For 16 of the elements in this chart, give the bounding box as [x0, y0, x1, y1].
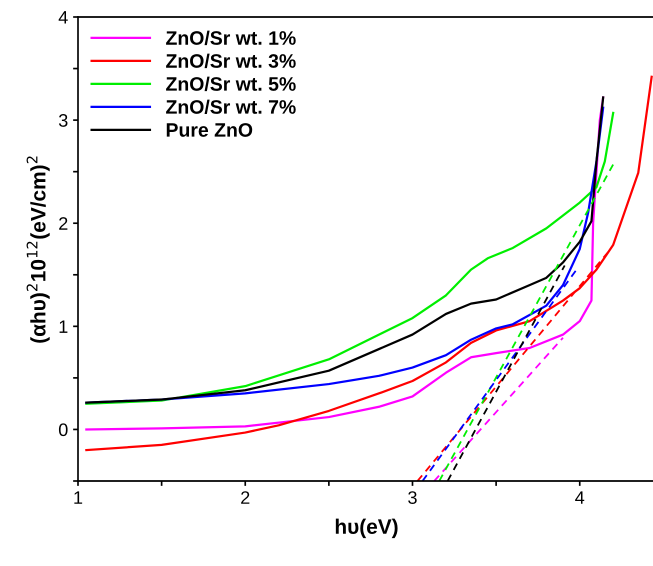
y-tick-label: 0 — [58, 423, 68, 436]
y-tick-label: 2 — [59, 217, 68, 230]
x-tick-label: 2 — [241, 491, 250, 504]
y-tick-label: 4 — [58, 11, 68, 24]
x-axis-title: hυ(eV) — [336, 518, 398, 538]
legend-label: ZnO/Sr wt. 1% — [166, 30, 296, 46]
y-tick-label: 3 — [58, 114, 68, 127]
y-tick-label: 1 — [60, 320, 68, 333]
legend-label: ZnO/Sr wt. 7% — [166, 100, 296, 114]
legend-label: ZnO/Sr wt. 5% — [166, 76, 296, 92]
legend-label: Pure ZnO — [166, 123, 252, 137]
legend-label: ZnO/Sr wt. 3% — [166, 54, 296, 68]
y-axis-title: (αhυ)$^{2}$10$^{12}$(eV/cm)$^{2}$ — [26, 156, 50, 343]
x-tick-label: 4 — [575, 491, 584, 504]
x-tick-label: 1 — [74, 491, 82, 504]
x-tick-label: 3 — [408, 491, 417, 504]
